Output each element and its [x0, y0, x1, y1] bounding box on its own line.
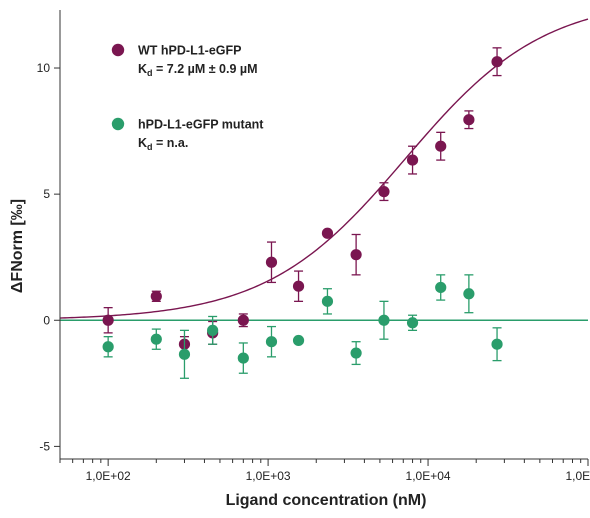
data-point-series-2 [237, 352, 249, 364]
kd-value: = n.a. [153, 136, 189, 150]
data-point-series-1 [378, 186, 390, 198]
data-point-series-1 [491, 56, 503, 68]
x-tick-label: 1,0E+05 [565, 469, 590, 483]
kd-subscript: d [147, 142, 153, 152]
data-point-series-1 [237, 314, 249, 326]
legend-kd-series-2: Kd = n.a. [138, 136, 188, 152]
data-point-series-1 [150, 290, 162, 302]
data-point-series-2 [207, 324, 219, 336]
legend-kd-series-1: Kd = 7.2 µM ± 0.9 µM [138, 62, 258, 78]
data-point-series-2 [378, 314, 390, 326]
y-tick-label: 5 [43, 187, 50, 201]
data-point-series-2 [265, 336, 278, 348]
data-point-series-2 [350, 347, 362, 359]
data-point-series-1 [102, 314, 114, 326]
y-tick-label: -5 [39, 439, 50, 453]
data-point-series-1 [292, 280, 305, 292]
data-point-series-2 [150, 333, 162, 345]
data-point-series-1 [265, 256, 278, 268]
data-point-series-1 [435, 140, 447, 152]
data-point-series-2 [292, 334, 305, 347]
data-point-series-2 [463, 288, 475, 300]
data-point-series-1 [406, 154, 419, 166]
data-point-series-2 [321, 295, 334, 307]
y-axis-title: ΔFNorm [‰] [9, 199, 26, 293]
x-tick-label: 1,0E+04 [406, 469, 451, 483]
plot-area [59, 18, 589, 379]
data-point-series-2 [491, 338, 503, 350]
data-point-series-1 [350, 249, 362, 261]
x-tick-label: 1,0E+03 [246, 469, 291, 483]
data-point-series-2 [102, 341, 114, 353]
kd-value: = 7.2 µM ± 0.9 µM [153, 62, 258, 76]
legend-label-series-1: WT hPD-L1-eGFP [138, 44, 241, 58]
data-point-series-1 [463, 114, 475, 126]
legend-marker-series-1 [111, 43, 125, 57]
data-point-series-2 [435, 281, 447, 294]
y-tick-label: 0 [43, 313, 50, 327]
x-axis-title: Ligand concentration (nM) [226, 492, 427, 509]
legend-label-series-2: hPD-L1-eGFP mutant [138, 118, 264, 132]
data-point-series-2 [406, 317, 419, 329]
legend-marker-series-2 [111, 117, 125, 131]
data-point-series-2 [178, 348, 191, 360]
legend: WT hPD-L1-eGFP Kd = 7.2 µM ± 0.9 µM hPD-L1… [111, 43, 264, 152]
kd-subscript: d [147, 68, 153, 78]
y-tick-label: 10 [37, 61, 51, 75]
x-tick-label: 1,0E+02 [86, 469, 131, 483]
axes: -5 0 5 10 1,0E+02 1,0E+03 1,0E+04 1,0E+05 [37, 10, 590, 483]
data-point-series-1 [321, 227, 334, 239]
kd-symbol: K [138, 62, 147, 76]
kd-symbol: K [138, 136, 147, 150]
